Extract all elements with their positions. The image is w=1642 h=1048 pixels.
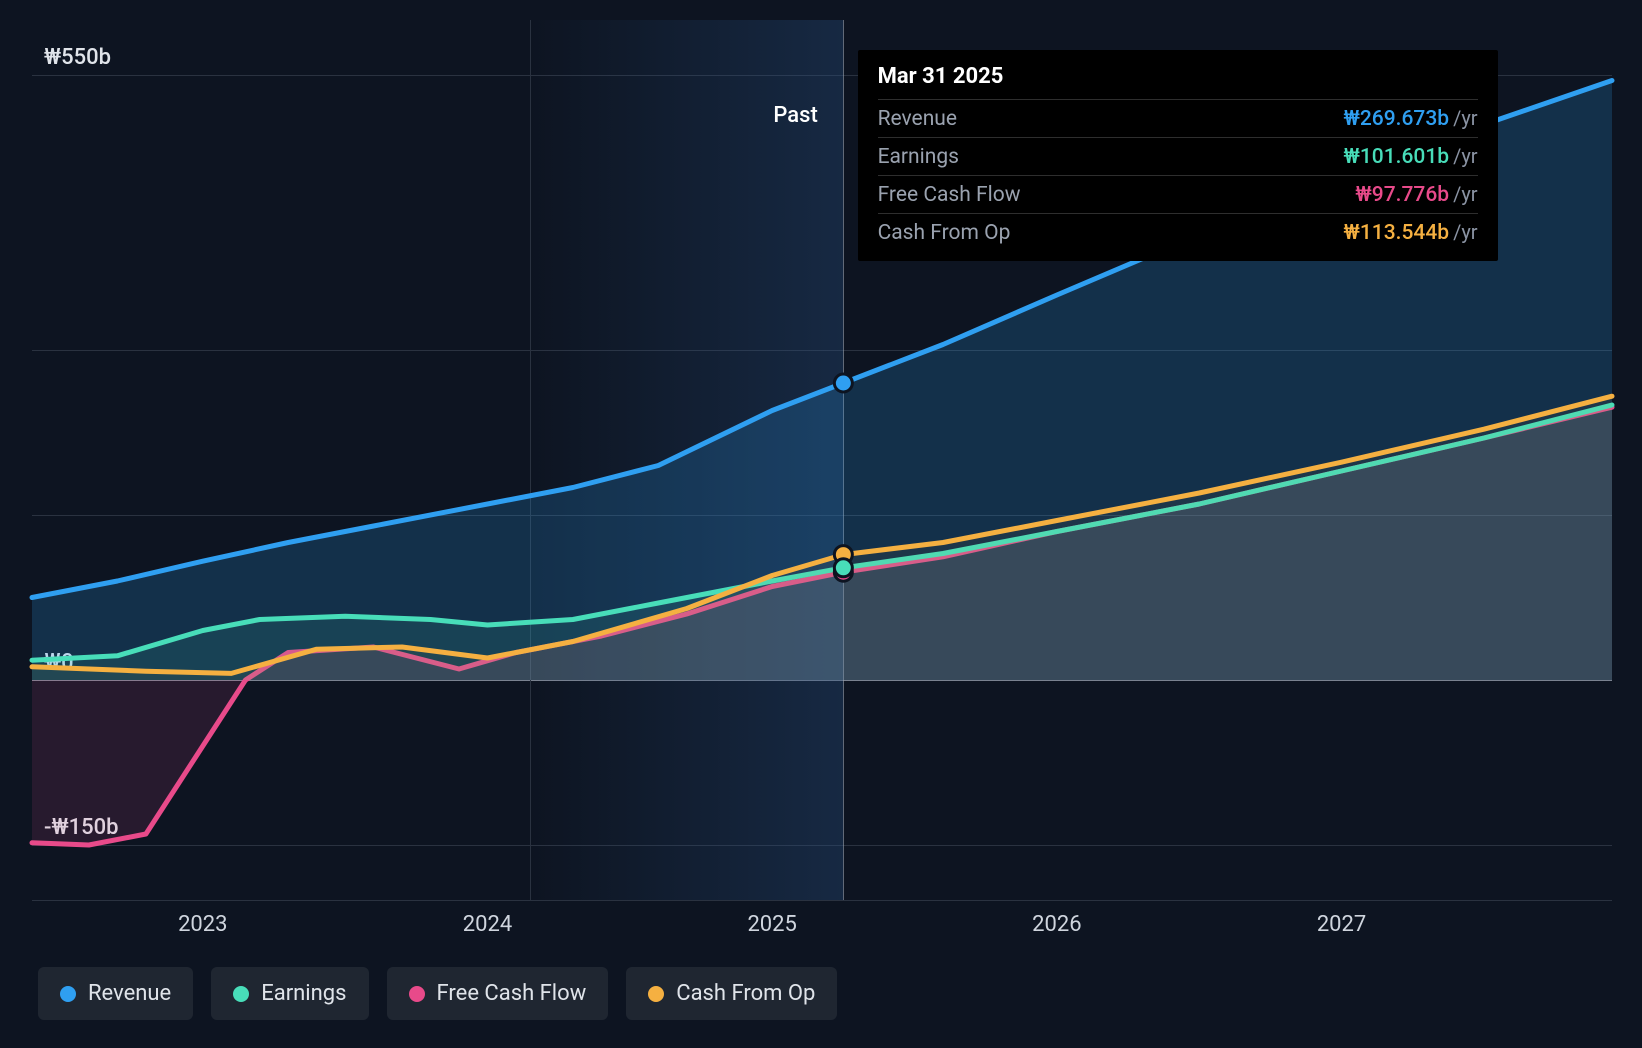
tooltip: Mar 31 2025 Revenue ₩269.673b/yr Earnings ₩… xyxy=(858,50,1498,261)
tooltip-row-label: Cash From Op xyxy=(878,221,1011,245)
x-axis-label: 2026 xyxy=(1032,912,1081,937)
tooltip-row: Cash From Op ₩113.544b/yr xyxy=(878,213,1478,251)
tooltip-row-label: Earnings xyxy=(878,145,959,169)
tooltip-row: Free Cash Flow ₩97.776b/yr xyxy=(878,175,1478,213)
legend-label: Revenue xyxy=(88,981,171,1006)
legend-label: Earnings xyxy=(261,981,346,1006)
plot-area[interactable]: -₩150b₩0₩550b Past Analysts Forecasts 20… xyxy=(32,20,1612,900)
x-axis-label: 2023 xyxy=(178,912,227,937)
legend-item-earnings[interactable]: Earnings xyxy=(211,967,368,1020)
earnings-chart: -₩150b₩0₩550b Past Analysts Forecasts 20… xyxy=(0,0,1642,1048)
x-axis-label: 2024 xyxy=(463,912,512,937)
tooltip-date: Mar 31 2025 xyxy=(878,64,1478,89)
legend-item-revenue[interactable]: Revenue xyxy=(38,967,193,1020)
marker-earnings xyxy=(834,559,852,577)
legend: Revenue Earnings Free Cash Flow Cash From O… xyxy=(38,967,837,1020)
marker-revenue xyxy=(834,374,852,392)
legend-dot-icon xyxy=(60,986,76,1002)
tooltip-row-unit: /yr xyxy=(1453,106,1478,130)
tooltip-row: Revenue ₩269.673b/yr xyxy=(878,99,1478,137)
tooltip-row-unit: /yr xyxy=(1453,182,1478,206)
tooltip-row-value: ₩97.776b xyxy=(1355,183,1449,207)
legend-item-cfo[interactable]: Cash From Op xyxy=(626,967,837,1020)
legend-item-fcf[interactable]: Free Cash Flow xyxy=(387,967,609,1020)
legend-dot-icon xyxy=(409,986,425,1002)
legend-label: Free Cash Flow xyxy=(437,981,587,1006)
tooltip-row-unit: /yr xyxy=(1453,144,1478,168)
x-axis-label: 2027 xyxy=(1317,912,1366,937)
tooltip-row: Earnings ₩101.601b/yr xyxy=(878,137,1478,175)
tooltip-row-value: ₩269.673b xyxy=(1343,107,1449,131)
tooltip-row-unit: /yr xyxy=(1453,220,1478,244)
tooltip-row-value: ₩101.601b xyxy=(1343,145,1449,169)
x-axis-line xyxy=(32,900,1612,901)
x-axis-label: 2025 xyxy=(747,912,796,937)
legend-dot-icon xyxy=(233,986,249,1002)
tooltip-row-label: Revenue xyxy=(878,107,957,131)
tooltip-row-value: ₩113.544b xyxy=(1343,221,1449,245)
legend-dot-icon xyxy=(648,986,664,1002)
legend-label: Cash From Op xyxy=(676,981,815,1006)
tooltip-row-label: Free Cash Flow xyxy=(878,183,1021,207)
